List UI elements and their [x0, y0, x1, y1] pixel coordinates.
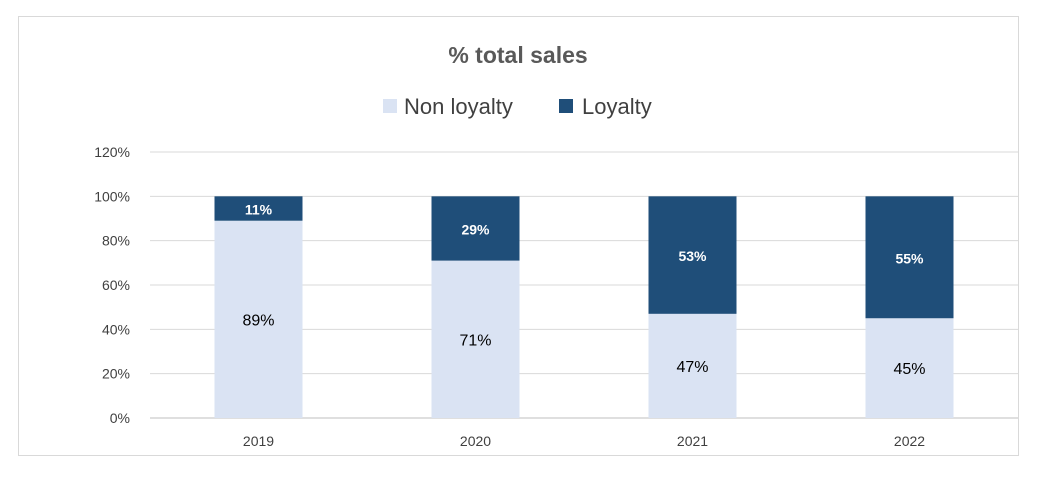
data-label: 55%	[895, 250, 924, 266]
data-label: 29%	[461, 221, 490, 237]
legend-label-loyalty: Loyalty	[582, 94, 652, 119]
y-tick-label: 40%	[102, 321, 130, 337]
bars: 89% 11% 71% 29% 47% 53% 45% 55%	[214, 196, 954, 418]
data-label: 45%	[893, 361, 925, 378]
x-tick-label: 2022	[894, 433, 925, 449]
data-label: 11%	[245, 202, 273, 218]
y-tick-label: 60%	[102, 277, 130, 293]
y-axis: 0% 20% 40% 60% 80% 100% 120%	[94, 144, 130, 426]
x-axis: 2019 2020 2021 2022	[243, 433, 925, 449]
bar-non-loyalty-2020	[431, 260, 520, 418]
bar-loyalty-2020	[431, 196, 520, 261]
bar-non-loyalty-2021	[648, 313, 737, 418]
bar-loyalty-2019	[214, 196, 303, 221]
y-tick-label: 20%	[102, 366, 130, 382]
chart-title: % total sales	[448, 42, 587, 68]
data-label: 71%	[459, 332, 491, 349]
bar-loyalty-2021	[648, 196, 737, 314]
x-tick-label: 2021	[677, 433, 708, 449]
y-tick-label: 0%	[110, 410, 130, 426]
legend-swatch-non-loyalty	[383, 99, 397, 113]
y-tick-label: 120%	[94, 144, 130, 160]
bar-loyalty-2022	[865, 196, 954, 319]
x-tick-label: 2019	[243, 433, 274, 449]
y-tick-label: 80%	[102, 233, 130, 249]
bar-non-loyalty-2022	[865, 318, 954, 418]
chart-legend: Non loyalty Loyalty	[383, 94, 652, 119]
data-label: 47%	[676, 359, 708, 376]
bar-non-loyalty-2019	[214, 220, 303, 418]
legend-label-non-loyalty: Non loyalty	[404, 94, 513, 119]
data-label: 53%	[678, 248, 707, 264]
data-label: 89%	[242, 312, 274, 329]
legend-swatch-loyalty	[559, 99, 573, 113]
x-tick-label: 2020	[460, 433, 491, 449]
y-tick-label: 100%	[94, 188, 130, 204]
